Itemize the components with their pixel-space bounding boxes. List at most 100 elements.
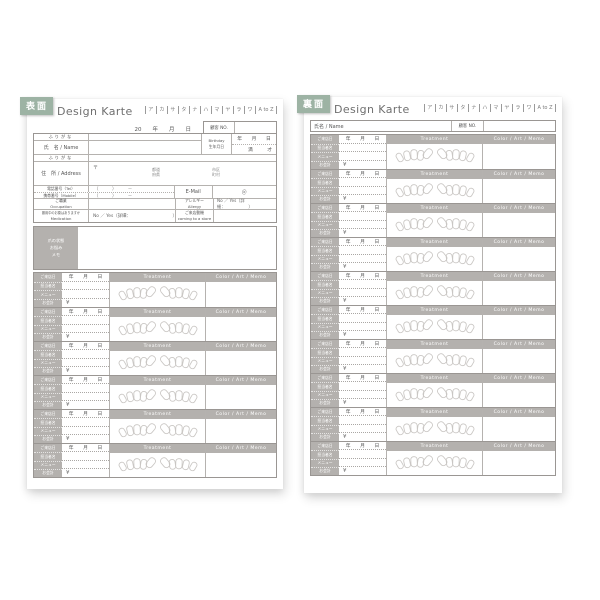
yen-mark: ¥ xyxy=(343,331,347,338)
customer-no-label: 顧客 NO. xyxy=(210,125,228,131)
visit-reason-label: ご来店動機 coming to a store xyxy=(176,210,214,222)
memo-label-line-1: 爪の状態 xyxy=(47,238,65,244)
menu-label: メニュー xyxy=(34,426,62,435)
treatment-row: ご来店日 担当者名 メニュー お会計 年 月 日 ¥ Treatment xyxy=(311,373,555,407)
birthday-label-en: Birthday xyxy=(208,138,225,144)
memo-field xyxy=(78,227,276,269)
menu-label: メニュー xyxy=(311,254,339,263)
treatment-row: ご来店日 担当者名 メニュー お会計 年 月 日 ¥ Treatment xyxy=(311,339,555,373)
yen-mark: ¥ xyxy=(343,467,347,474)
birthday-label: Birthday 生年月日 xyxy=(202,134,232,154)
treatment-column: Treatment xyxy=(387,374,482,407)
menu-write-line xyxy=(62,461,109,469)
visit-date-field: 年 月 日 ¥ xyxy=(62,444,110,477)
visit-date-field: 年 月 日 ¥ xyxy=(339,408,387,441)
memo-box: 爪の状態 お悩み メモ xyxy=(33,226,277,270)
color-art-memo-blank xyxy=(206,452,276,477)
tel-row: 電話番号（Tel） （ ） － xyxy=(34,186,174,193)
staff-write-line xyxy=(62,350,109,359)
staff-name-label: 担当者名 xyxy=(34,350,62,358)
treatment-row-labels: ご来店日 担当者名 メニュー お会計 xyxy=(311,408,339,441)
top-strip: 20 年 月 日 顧客 NO. xyxy=(33,121,277,133)
color-art-memo-column: Color / Art / Memo xyxy=(482,204,555,237)
treatment-row-labels: ご来店日 担当者名 メニュー お会計 xyxy=(34,444,62,477)
medication-field: No ／ Yes（詳細： ） xyxy=(89,210,177,222)
furigana-field xyxy=(89,134,201,140)
staff-name-label: 担当者名 xyxy=(34,281,62,291)
color-art-memo-column: Color / Art / Memo xyxy=(205,376,276,409)
name-row: 氏 名 / Name xyxy=(34,141,201,154)
menu-write-line xyxy=(339,152,386,161)
staff-write-line xyxy=(339,246,386,255)
treatment-row: ご来店日 担当者名 メニュー お会計 年 月 日 ¥ Treatment xyxy=(311,271,555,305)
kana-tab-item: A to Z xyxy=(254,106,277,114)
treatment-header: Treatment xyxy=(387,374,482,383)
visit-date-field: 年 月 日 ¥ xyxy=(339,135,387,169)
kana-tab-item: ワ xyxy=(243,106,255,114)
back-treatment-table: ご来店日 担当者名 メニュー お会計 年 月 日 ¥ Treatment xyxy=(310,134,556,476)
color-art-memo-column: Color / Art / Memo xyxy=(482,374,555,407)
email-label: E-Mail xyxy=(175,186,213,198)
treatment-row-labels: ご来店日 担当者名 メニュー お会計 xyxy=(311,442,339,475)
menu-label: メニュー xyxy=(311,220,339,229)
treatment-header: Treatment xyxy=(110,376,205,385)
yen-mark: ¥ xyxy=(343,433,347,440)
staff-write-line xyxy=(339,382,386,391)
staff-name-label: 担当者名 xyxy=(311,178,339,186)
staff-write-line xyxy=(62,384,109,393)
nail-chart-icon xyxy=(387,315,482,340)
kana-tab-item: ラ xyxy=(232,106,244,114)
staff-write-line xyxy=(62,452,109,461)
visit-date-label: ご来店日 xyxy=(40,343,56,349)
tel-field: （ ） － xyxy=(94,187,133,192)
visit-date-label: ご来店日 xyxy=(317,375,333,381)
phone-email-row: 電話番号（Tel） （ ） － 携帯番号（Mobile） （ ） － E-Mai… xyxy=(34,185,276,199)
occupation-allergy-row: ご職業 Occupation アレルギー Allergy No ／ Yes（詳細… xyxy=(34,198,276,209)
color-art-memo-column: Color / Art / Memo xyxy=(482,272,555,305)
menu-write-line xyxy=(62,359,109,367)
treatment-header: Treatment xyxy=(387,306,482,315)
treatment-row: ご来店日 担当者名 メニュー お会計 年 月 日 ¥ Treatment xyxy=(311,305,555,339)
back-customer-no-field xyxy=(483,121,555,131)
payment-label: お会計 xyxy=(34,298,62,308)
medication-label-jp: 服用中のお薬はありますか xyxy=(41,210,81,215)
treatment-row: ご来店日 担当者名 メニュー お会計 年 月 日 ¥ Treatment xyxy=(311,135,555,169)
nail-chart-icon xyxy=(110,385,205,410)
color-art-memo-column: Color / Art / Memo xyxy=(205,273,276,307)
treatment-row-labels: ご来店日 担当者名 メニュー お会計 xyxy=(34,273,62,307)
customer-no-box: 顧客 NO. xyxy=(203,121,277,133)
treatment-column: Treatment xyxy=(387,408,482,441)
treatment-header: Treatment xyxy=(110,342,205,351)
kana-tab-item: ハ xyxy=(478,104,490,112)
staff-write-line xyxy=(339,280,386,289)
back-customer-no-label: 顧客 NO. xyxy=(451,121,483,131)
kana-tab-item: ナ xyxy=(188,106,200,114)
treatment-row-labels: ご来店日 担当者名 メニュー お会計 xyxy=(34,308,62,341)
memo-box-label: 爪の状態 お悩み メモ xyxy=(34,227,78,269)
postal-mark: 〒 xyxy=(93,165,99,171)
allergy-field: No ／ Yes（詳細： ） xyxy=(217,198,253,209)
treatment-column: Treatment xyxy=(110,444,205,477)
medication-label: 服用中のお薬はありますか Medication xyxy=(34,210,89,222)
kana-tab-item: サ xyxy=(445,104,457,112)
color-art-memo-column: Color / Art / Memo xyxy=(482,238,555,271)
address-field: 〒 都道府県 市区町村 xyxy=(89,162,276,185)
medication-visit-row: 服用中のお薬はありますか Medication No ／ Yes（詳細： ） ご… xyxy=(34,209,276,222)
nail-chart-icon xyxy=(387,179,482,204)
menu-label: メニュー xyxy=(34,358,62,367)
menu-write-line xyxy=(339,255,386,263)
kana-tab-item: ナ xyxy=(467,104,479,112)
treatment-row-labels: ご来店日 担当者名 メニュー お会計 xyxy=(311,340,339,373)
yen-mark: ¥ xyxy=(66,469,70,476)
mobile-row: 携帯番号（Mobile） （ ） － xyxy=(34,193,174,199)
payment-label: お会計 xyxy=(311,262,339,271)
staff-write-line xyxy=(339,450,386,459)
date-ymd-text: 年 月 日 xyxy=(62,308,109,317)
payment-label: お会計 xyxy=(311,398,339,407)
name-block: ふりがな 氏 名 / Name Birthday 生年月日 年 月 日 xyxy=(34,134,276,154)
staff-name-label: 担当者名 xyxy=(34,418,62,426)
treatment-row: ご来店日 担当者名 メニュー お会計 年 月 日 ¥ Treatment xyxy=(311,237,555,271)
staff-name-label: 担当者名 xyxy=(311,280,339,288)
staff-write-line xyxy=(339,178,386,187)
